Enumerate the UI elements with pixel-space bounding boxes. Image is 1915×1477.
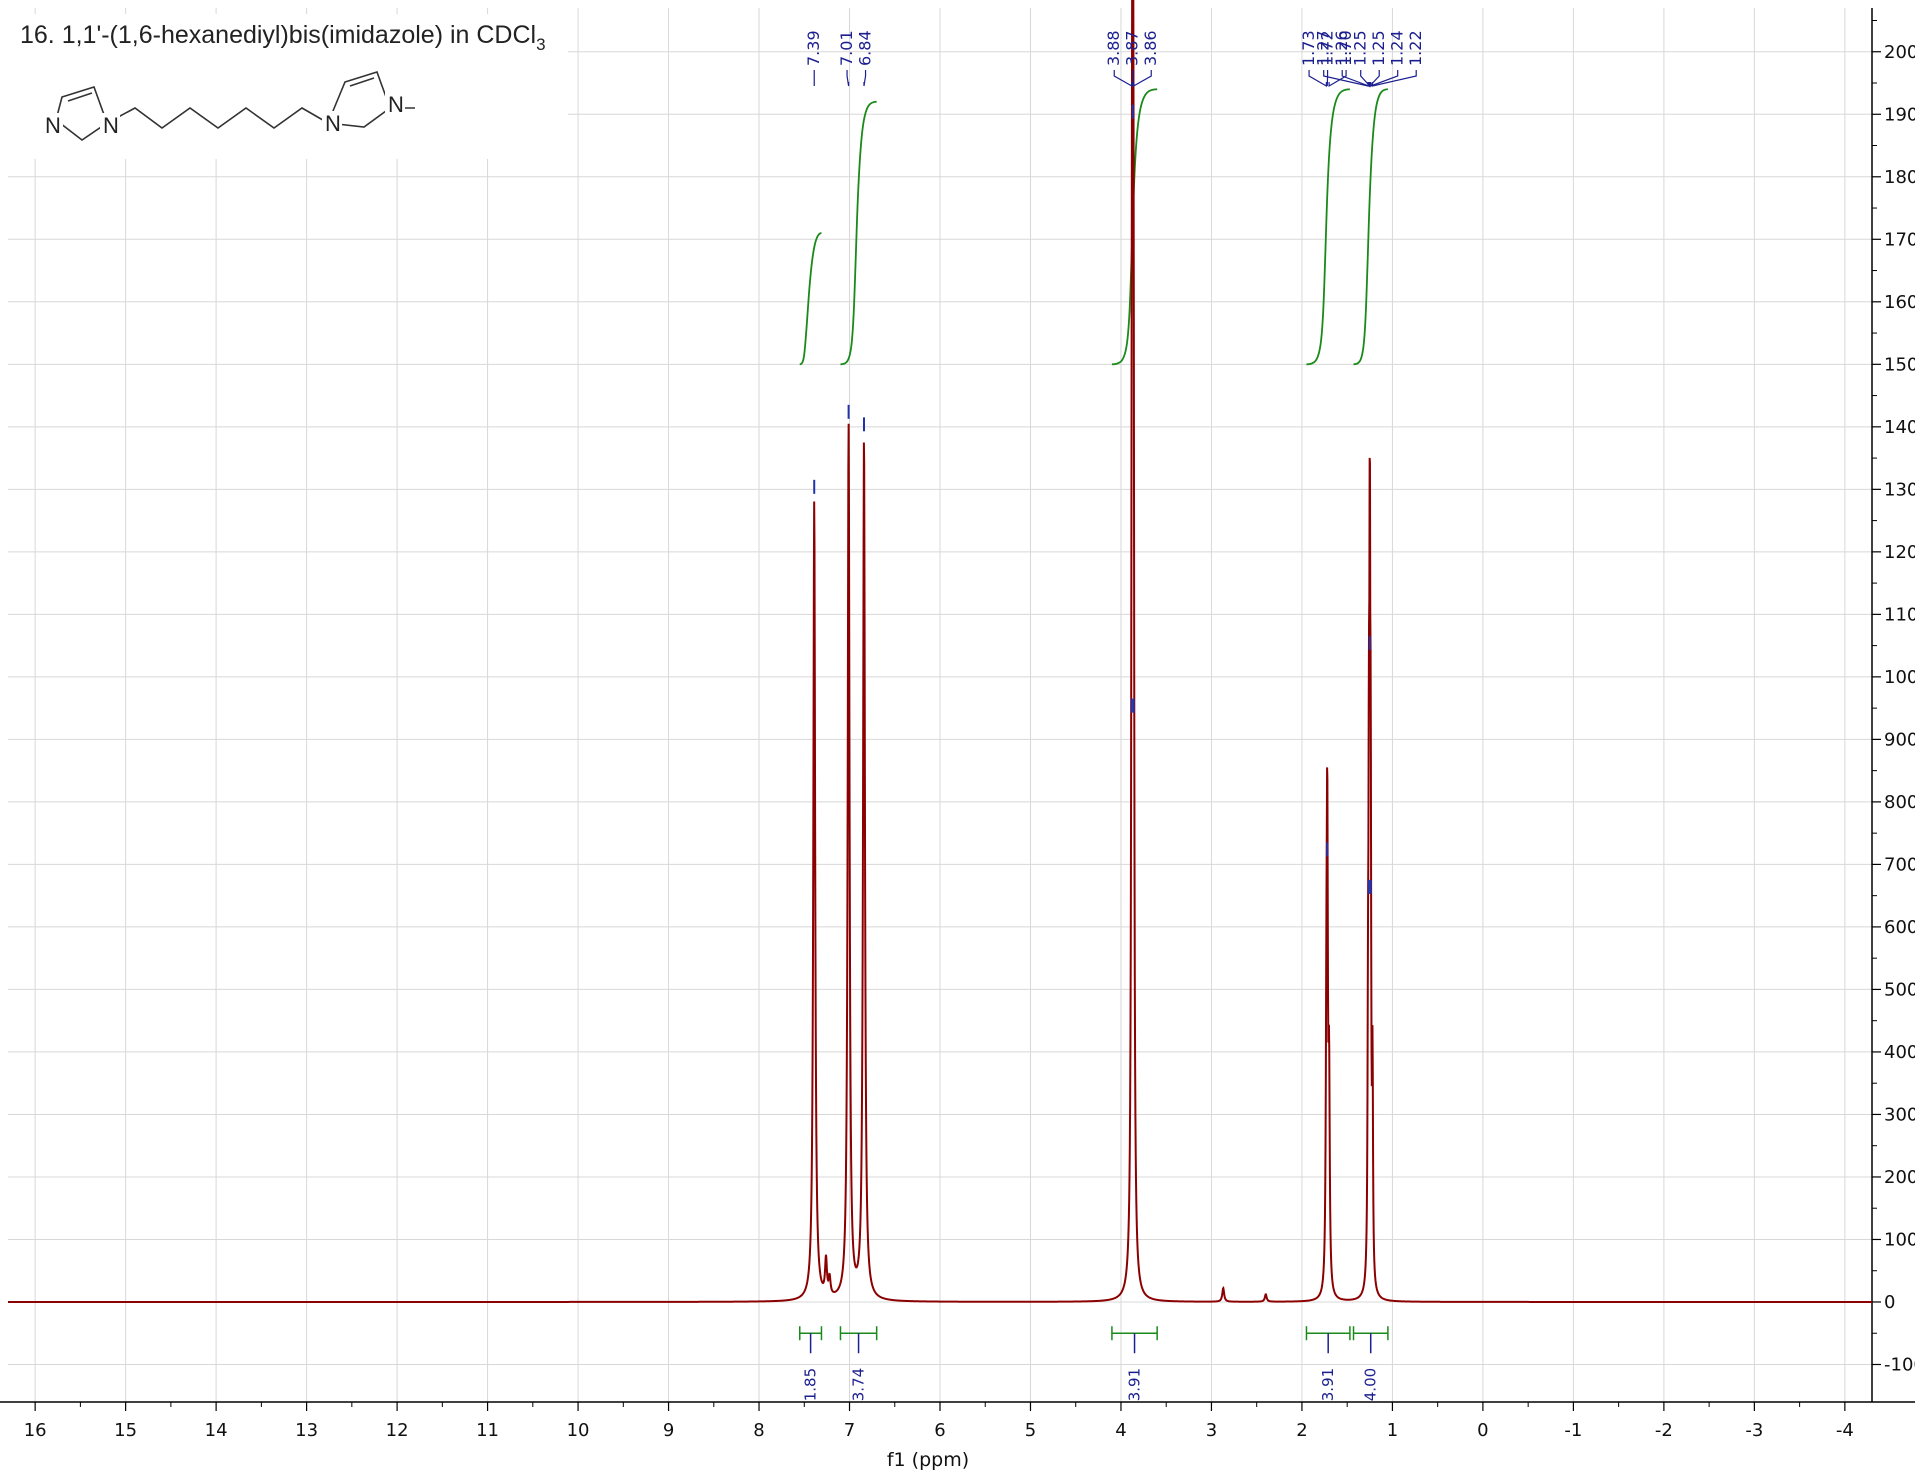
- peak-label-connector: [1369, 70, 1380, 88]
- integral-value: 4.00: [1362, 1368, 1380, 1401]
- atom-n-left-outer: N: [45, 113, 61, 138]
- x-axis-label: f1 (ppm): [887, 1449, 969, 1471]
- chart-title: 16. 1,1'-(1,6-hexanediyl)bis(imidazole) …: [20, 21, 546, 54]
- x-tick-label: 3: [1206, 1420, 1217, 1441]
- peak-label: 3.86: [1141, 30, 1160, 66]
- y-tick-label: 1500: [1884, 354, 1915, 375]
- x-tick-label: -1: [1564, 1420, 1582, 1441]
- x-axis-ticks: [34, 1402, 1846, 1411]
- integral-value: 1.85: [802, 1368, 820, 1401]
- y-tick-label: 300: [1884, 1104, 1915, 1125]
- peak-label: 1.70: [1336, 30, 1355, 66]
- x-tick-labels: 16 15 14 13 12 11 10 9 8 7 6 5 4 3 2 1 0 -1 -2 -3 -4: [24, 1420, 1854, 1441]
- peak-label: 1.24: [1388, 30, 1407, 66]
- y-tick-label: 1400: [1884, 417, 1915, 438]
- y-tick-label: 1600: [1884, 292, 1915, 313]
- x-tick-label: -4: [1836, 1420, 1854, 1441]
- y-tick-label: 2000: [1884, 42, 1915, 63]
- y-tick-label: 400: [1884, 1042, 1915, 1063]
- y-tick-labels: 2000190018001700160015001400130012001100…: [1884, 42, 1915, 1376]
- integral-value: 3.91: [1126, 1368, 1144, 1401]
- x-tick-label: 7: [844, 1420, 855, 1441]
- peak-label-connector: [846, 70, 850, 87]
- peak-label-connector: [1308, 70, 1327, 88]
- x-tick-label: 1: [1387, 1420, 1398, 1441]
- x-tick-label: -3: [1745, 1420, 1763, 1441]
- x-tick-label: 10: [567, 1420, 590, 1441]
- integral-value: 3.91: [1319, 1368, 1337, 1401]
- peak-label-connector: [1341, 70, 1370, 87]
- peak-label-connector: [863, 70, 867, 87]
- y-tick-label: 900: [1884, 729, 1915, 750]
- peak-label-connector: [1370, 70, 1399, 87]
- integral-curve: [799, 232, 822, 366]
- peak-label: 1.22: [1406, 30, 1425, 66]
- x-tick-label: 14: [205, 1420, 228, 1441]
- peak-label: 1.26: [1332, 30, 1351, 66]
- peak-label: 3.88: [1104, 30, 1123, 66]
- peak-label: 7.01: [837, 30, 856, 66]
- peak-label: 1.73: [1299, 30, 1318, 66]
- peak-label: 6.84: [856, 30, 875, 66]
- x-tick-label: 8: [753, 1420, 764, 1441]
- grid-lines: [8, 8, 1872, 1402]
- y-tick-label: 1100: [1884, 604, 1915, 625]
- atom-n-left-inner: N: [103, 113, 119, 138]
- peak-label-connector: [1371, 70, 1417, 87]
- y-tick-label: 200: [1884, 1167, 1915, 1188]
- y-tick-label: -100: [1884, 1354, 1915, 1375]
- peak-label: 1.25: [1369, 30, 1388, 66]
- integral-curve: [1353, 88, 1388, 366]
- peak-label-connector: [1328, 70, 1347, 88]
- x-tick-label: 13: [295, 1420, 318, 1441]
- hexanediyl-chain: [106, 107, 329, 129]
- y-axis-ticks: [1872, 20, 1881, 1366]
- integral-curve: [840, 100, 877, 366]
- x-tick-label: 9: [663, 1420, 674, 1441]
- imidazole-ring-right: [326, 71, 391, 128]
- axes: [0, 8, 1915, 1403]
- y-tick-label: 1700: [1884, 229, 1915, 250]
- x-tick-label: 5: [1025, 1420, 1036, 1441]
- x-tick-label: 11: [476, 1420, 499, 1441]
- y-tick-label: 700: [1884, 854, 1915, 875]
- peak-label-connector: [1133, 70, 1152, 88]
- y-tick-label: 800: [1884, 792, 1915, 813]
- x-tick-label: 4: [1115, 1420, 1126, 1441]
- peak-labels: 7.39 7.01 6.84 3.88 3.87 3.86 1.73 1.72 1.701.27…: [804, 30, 1425, 88]
- y-tick-label: 100: [1884, 1229, 1915, 1250]
- x-tick-label: 15: [114, 1420, 137, 1441]
- y-tick-label: 0: [1884, 1292, 1895, 1313]
- integral-curve: [1306, 88, 1350, 366]
- x-tick-label: 0: [1477, 1420, 1488, 1441]
- y-tick-label: 1900: [1884, 104, 1915, 125]
- y-tick-label: 1800: [1884, 167, 1915, 188]
- peak-markers: [813, 104, 1372, 894]
- peak-label: 3.87: [1123, 30, 1142, 66]
- spectrum-line: [8, 0, 1872, 1303]
- x-tick-label: 6: [934, 1420, 945, 1441]
- atom-n-right-outer: N: [388, 92, 404, 117]
- integral-value: 3.74: [850, 1368, 868, 1401]
- x-tick-label: 2: [1296, 1420, 1307, 1441]
- atom-n-right-inner: N: [325, 111, 341, 136]
- peak-label: 1.72: [1318, 30, 1337, 66]
- x-tick-label: -2: [1655, 1420, 1673, 1441]
- x-tick-label: 12: [386, 1420, 409, 1441]
- peak-label: 7.39: [804, 30, 823, 66]
- spectrum-trace: [8, 0, 1872, 1303]
- peak-label-connector: [1113, 70, 1133, 88]
- peak-label: 1.25: [1351, 30, 1370, 66]
- peak-label: 1.27: [1314, 30, 1333, 66]
- y-tick-label: 1300: [1884, 479, 1915, 500]
- x-tick-label: 16: [24, 1420, 47, 1441]
- y-tick-label: 1200: [1884, 542, 1915, 563]
- y-tick-label: 600: [1884, 917, 1915, 938]
- y-tick-label: 500: [1884, 979, 1915, 1000]
- integral-brackets: 1.85 3.74 3.91 3.91 4.00: [798, 1326, 1389, 1401]
